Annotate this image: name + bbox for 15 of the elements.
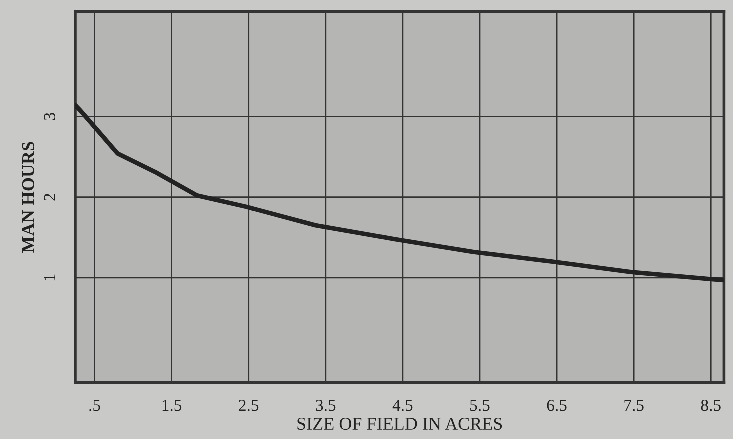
y-axis-title: MAN HOURS: [22, 142, 34, 253]
x-tick-label: 7.5: [624, 400, 644, 412]
x-axis-title: SIZE OF FIELD IN ACRES: [298, 418, 502, 430]
x-tick-label: 4.5: [392, 400, 413, 412]
x-tick-label: .5: [90, 400, 100, 412]
x-tick-label: 5.5: [470, 400, 490, 412]
x-tick-label: 8.5: [701, 400, 721, 412]
y-tick-label: 2: [44, 194, 56, 201]
x-tick-label: 6.5: [547, 400, 567, 412]
x-tick-label: 1.5: [162, 400, 182, 412]
x-tick-label: 3.5: [316, 400, 336, 412]
x-tick-label: 2.5: [239, 400, 259, 412]
y-tick-label: 3: [44, 113, 56, 120]
line-series: [76, 103, 724, 283]
y-tick-label: 1: [44, 274, 56, 281]
